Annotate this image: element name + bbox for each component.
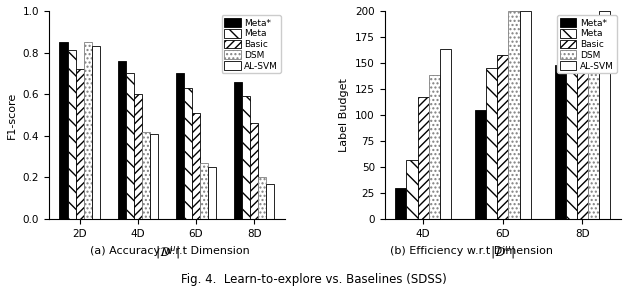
Bar — [599, 11, 610, 219]
Bar — [200, 163, 208, 219]
X-axis label: $|\mathcal{D}^u|$: $|\mathcal{D}^u|$ — [154, 244, 180, 260]
Bar — [208, 167, 217, 219]
Bar — [429, 75, 440, 219]
Bar — [76, 69, 84, 219]
Bar — [395, 188, 406, 219]
Bar — [92, 46, 100, 219]
Bar — [60, 42, 68, 219]
Bar — [258, 177, 266, 219]
Bar — [555, 65, 566, 219]
Bar — [142, 132, 150, 219]
Bar — [519, 11, 531, 219]
Bar — [406, 160, 418, 219]
Bar — [588, 16, 599, 219]
Bar — [126, 73, 134, 219]
Bar — [266, 184, 274, 219]
Bar — [242, 96, 250, 219]
Bar — [68, 51, 76, 219]
Text: Fig. 4.  Learn-to-explore vs. Baselines (SDSS): Fig. 4. Learn-to-explore vs. Baselines (… — [181, 273, 447, 286]
Legend: Meta*, Meta, Basic, DSM, AL-SVM: Meta*, Meta, Basic, DSM, AL-SVM — [558, 15, 617, 73]
Bar — [509, 11, 519, 219]
Bar — [475, 110, 486, 219]
Bar — [486, 68, 497, 219]
Bar — [117, 61, 126, 219]
Bar — [577, 21, 588, 219]
Bar — [176, 73, 184, 219]
Bar — [184, 88, 192, 219]
X-axis label: $|\mathcal{D}^u|$: $|\mathcal{D}^u|$ — [490, 244, 515, 260]
Bar — [150, 134, 158, 219]
Bar — [192, 113, 200, 219]
Bar — [440, 49, 451, 219]
Bar — [134, 94, 142, 219]
Y-axis label: Label Budget: Label Budget — [339, 78, 349, 152]
Text: (b) Efficiency w.r.t Dimension: (b) Efficiency w.r.t Dimension — [389, 246, 553, 256]
Bar — [418, 97, 429, 219]
Text: (a) Accuracy w.r.t Dimension: (a) Accuracy w.r.t Dimension — [90, 246, 249, 256]
Bar — [234, 82, 242, 219]
Bar — [84, 42, 92, 219]
Bar — [497, 55, 509, 219]
Bar — [566, 42, 577, 219]
Bar — [250, 123, 258, 219]
Y-axis label: F1-score: F1-score — [7, 91, 17, 139]
Legend: Meta*, Meta, Basic, DSM, AL-SVM: Meta*, Meta, Basic, DSM, AL-SVM — [222, 15, 281, 73]
